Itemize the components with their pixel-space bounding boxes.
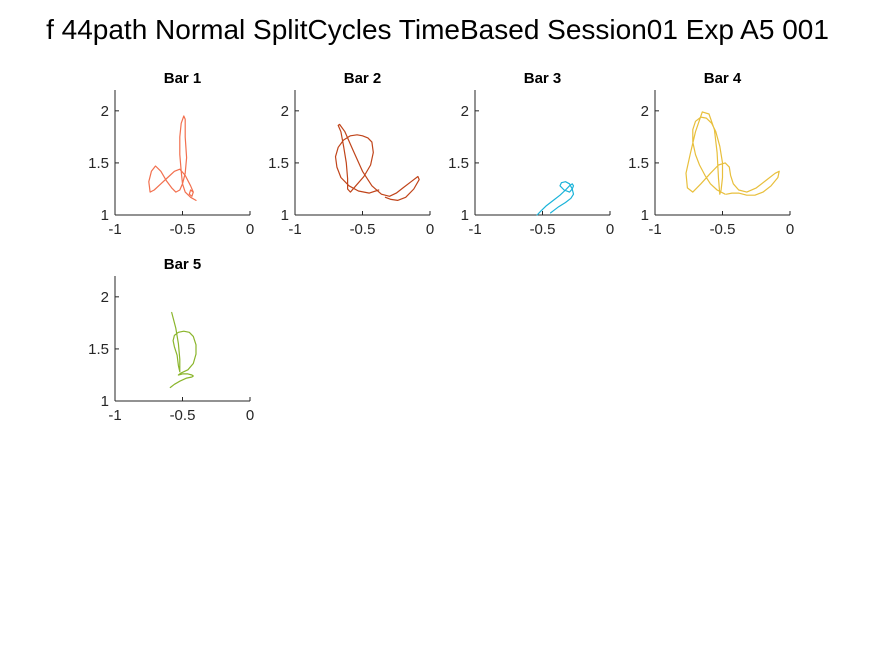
y-tick-label: 2 bbox=[281, 103, 289, 120]
y-tick-label: 2 bbox=[641, 103, 649, 120]
y-tick-label: 2 bbox=[461, 103, 469, 120]
y-tick-label: 1 bbox=[281, 207, 289, 224]
chart-panel-3: Bar 3 -1 -0.5 0 1 1.5 2 bbox=[448, 70, 614, 238]
x-tick-label: -0.5 bbox=[710, 221, 736, 238]
series-line-1 bbox=[536, 181, 575, 216]
y-tick-label: 1.5 bbox=[88, 155, 109, 172]
x-tick-label: 0 bbox=[246, 407, 254, 424]
y-tick-label: 1.5 bbox=[628, 155, 649, 172]
x-tick-label: -0.5 bbox=[170, 407, 196, 424]
y-tick-label: 2 bbox=[101, 103, 109, 120]
x-tick-label: 0 bbox=[426, 221, 434, 238]
chart-panel-4: Bar 4 -1 -0.5 0 1 1.5 2 bbox=[628, 70, 794, 238]
y-tick-label: 1 bbox=[101, 207, 109, 224]
x-tick-label: -0.5 bbox=[530, 221, 556, 238]
y-tick-label: 1 bbox=[461, 207, 469, 224]
chart-title: Bar 5 bbox=[164, 256, 202, 273]
series-line-1 bbox=[148, 115, 197, 201]
y-tick-label: 1.5 bbox=[448, 155, 469, 172]
y-tick-label: 1 bbox=[101, 393, 109, 410]
y-tick-label: 1.5 bbox=[268, 155, 289, 172]
chart-title: Bar 4 bbox=[704, 70, 742, 87]
chart-title: Bar 3 bbox=[524, 70, 562, 87]
x-tick-label: -1 bbox=[288, 221, 301, 238]
y-tick-label: 2 bbox=[101, 289, 109, 306]
series-line-1 bbox=[169, 311, 197, 389]
x-tick-label: 0 bbox=[246, 221, 254, 238]
chart-title: Bar 2 bbox=[344, 70, 382, 87]
chart-title: Bar 1 bbox=[164, 70, 202, 87]
series-line-1 bbox=[334, 123, 420, 201]
x-tick-label: -1 bbox=[108, 407, 121, 424]
x-tick-label: -0.5 bbox=[350, 221, 376, 238]
chart-panel-1: Bar 1 -1 -0.5 0 1 1.5 2 bbox=[88, 70, 254, 238]
chart-panel-5: Bar 5 -1 -0.5 0 1 1.5 2 bbox=[88, 256, 254, 424]
x-tick-label: -1 bbox=[648, 221, 661, 238]
y-tick-label: 1 bbox=[641, 207, 649, 224]
figure-title: f 44path Normal SplitCycles TimeBased Se… bbox=[46, 14, 829, 45]
series-line-1 bbox=[685, 111, 780, 196]
x-tick-label: -1 bbox=[468, 221, 481, 238]
x-tick-label: -1 bbox=[108, 221, 121, 238]
x-tick-label: 0 bbox=[786, 221, 794, 238]
y-tick-label: 1.5 bbox=[88, 341, 109, 358]
chart-panel-2: Bar 2 -1 -0.5 0 1 1.5 2 bbox=[268, 70, 434, 238]
x-tick-label: -0.5 bbox=[170, 221, 196, 238]
x-tick-label: 0 bbox=[606, 221, 614, 238]
